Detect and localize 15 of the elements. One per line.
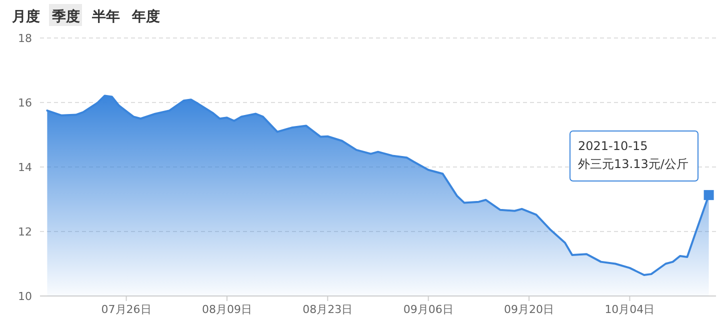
x-tick-label: 09月20日: [504, 303, 554, 316]
x-tick-label: 07月26日: [101, 303, 152, 316]
y-tick-label: 14: [18, 161, 32, 174]
x-tick-label: 09月06日: [403, 303, 454, 316]
y-tick-label: 16: [18, 96, 32, 110]
text: 年度: [131, 8, 160, 25]
y-tick-label: 10: [18, 290, 32, 303]
x-tick-label: 10月04日: [604, 303, 655, 316]
y-tick-label: 12: [18, 226, 32, 238]
text: 半年: [91, 9, 120, 25]
y-tick-label: 18: [18, 32, 32, 45]
x-tick-label: 08月09日: [202, 303, 252, 316]
text: 季度: [51, 8, 80, 25]
text: 月度: [11, 8, 40, 25]
x-tick-label: 08月23日: [302, 303, 353, 316]
